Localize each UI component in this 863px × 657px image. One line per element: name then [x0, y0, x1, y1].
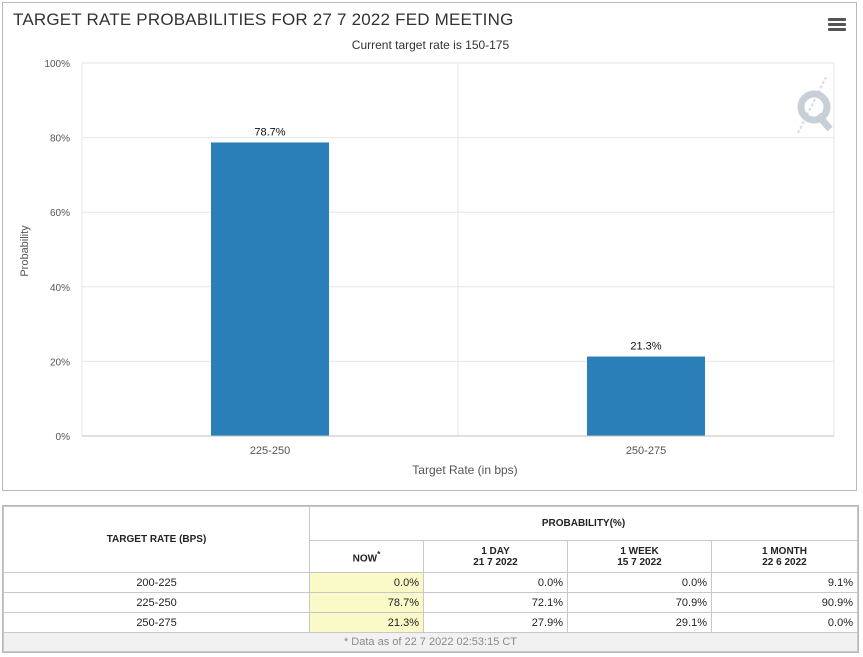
one-day-date: 21 7 2022	[473, 556, 518, 568]
y-tick-label: 40%	[50, 283, 70, 294]
hamburger-menu-icon[interactable]	[828, 18, 846, 32]
one-week-cell: 0.0%	[567, 572, 712, 593]
one-day-label: 1 DAY	[481, 545, 510, 557]
one-month-label: 1 MONTH	[762, 545, 807, 557]
data-labels: 78.7% 21.3%	[254, 126, 661, 352]
now-header: NOW*	[309, 540, 424, 573]
axes: 0% 20% 40% 60% 80% 100% 225-250 250-275	[44, 59, 834, 457]
data-label: 78.7%	[254, 126, 285, 138]
now-cell: 21.3%	[309, 612, 424, 633]
one-month-cell: 9.1%	[711, 572, 858, 593]
now-cell: 78.7%	[309, 592, 424, 613]
quikstrike-q-logo	[797, 76, 833, 134]
y-tick-label: 80%	[50, 134, 70, 145]
rate-cell: 225-250	[3, 592, 310, 613]
now-header-mark: *	[377, 548, 381, 559]
chart-title: TARGET RATE PROBABILITIES FOR 27 7 2022 …	[13, 10, 514, 29]
data-timestamp-footnote: * Data as of 22 7 2022 02:53:15 CT	[3, 632, 858, 652]
bar-225-250[interactable]	[211, 142, 329, 436]
y-tick-label: 0%	[56, 432, 71, 443]
x-tick-label: 225-250	[250, 445, 290, 457]
y-axis-title: Probability	[19, 225, 31, 277]
one-day-cell: 72.1%	[423, 592, 568, 613]
one-month-cell: 90.9%	[711, 592, 858, 613]
target-rate-header: TARGET RATE (BPS)	[3, 506, 310, 573]
one-month-cell: 0.0%	[711, 612, 858, 633]
probability-header: PROBABILITY(%)	[309, 506, 858, 541]
rate-cell: 200-225	[3, 572, 310, 593]
one-day-cell: 27.9%	[423, 612, 568, 633]
chart-panel: TARGET RATE PROBABILITIES FOR 27 7 2022 …	[2, 2, 857, 491]
one-day-header: 1 DAY 21 7 2022	[423, 540, 568, 573]
y-tick-label: 60%	[50, 208, 70, 219]
table-row: 200-225 0.0% 0.0% 0.0% 9.1%	[3, 572, 858, 593]
chart-subtitle: Current target rate is 150-175	[351, 38, 510, 52]
grid-lines	[81, 62, 835, 436]
bar-250-275[interactable]	[587, 356, 705, 436]
data-label: 21.3%	[630, 341, 661, 353]
now-header-label: NOW	[352, 553, 378, 565]
table-row: 225-250 78.7% 72.1% 70.9% 90.9%	[3, 592, 858, 613]
one-week-cell: 29.1%	[567, 612, 712, 633]
x-tick-label: 250-275	[626, 445, 666, 457]
one-week-label: 1 WEEK	[620, 545, 659, 557]
rate-cell: 250-275	[3, 612, 310, 633]
probability-table-panel: TARGET RATE (BPS) PROBABILITY(%) NOW* 1 …	[2, 505, 859, 653]
one-week-cell: 70.9%	[567, 592, 712, 613]
one-month-header: 1 MONTH 22 6 2022	[711, 540, 858, 573]
y-tick-label: 100%	[44, 59, 70, 70]
one-week-header: 1 WEEK 15 7 2022	[567, 540, 712, 573]
one-week-date: 15 7 2022	[617, 556, 662, 568]
y-tick-label: 20%	[50, 357, 70, 368]
bar-chart: 78.7% 21.3% 0% 20% 40% 60% 80% 100% 225-250 250-…	[19, 59, 835, 477]
one-day-cell: 0.0%	[423, 572, 568, 593]
bar-series	[211, 142, 705, 436]
one-month-date: 22 6 2022	[762, 556, 807, 568]
probability-table: TARGET RATE (BPS) PROBABILITY(%) NOW* 1 …	[3, 506, 858, 652]
now-cell: 0.0%	[309, 572, 424, 593]
x-axis-title: Target Rate (in bps)	[412, 463, 517, 477]
table-row: 250-275 21.3% 27.9% 29.1% 0.0%	[3, 612, 858, 633]
